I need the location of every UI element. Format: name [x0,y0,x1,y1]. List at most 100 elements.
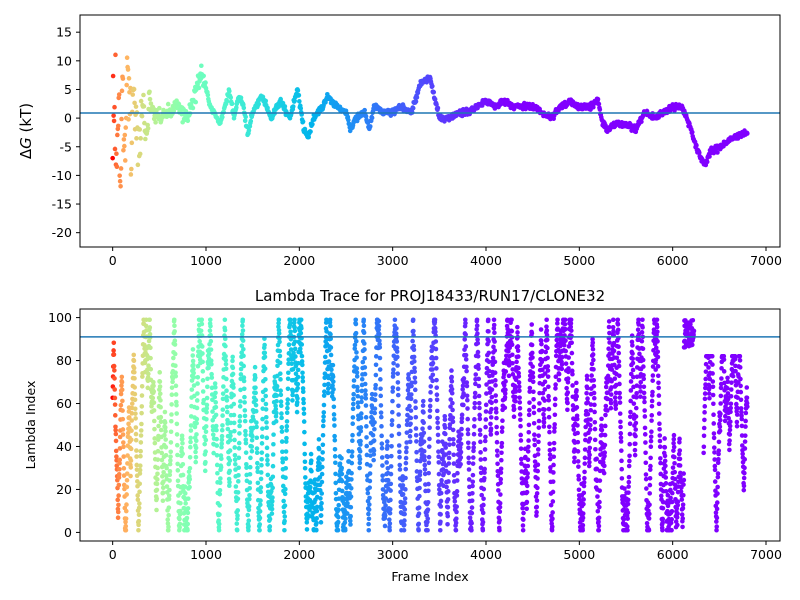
lambda-point [118,402,124,408]
lambda-point [647,502,652,508]
lambda-point [541,412,546,417]
lambda-point [728,387,734,392]
lambda-point [617,390,622,396]
dg-point [147,96,153,102]
lambda-point [466,467,472,472]
lambda-point [615,322,621,327]
lambda-point [362,371,368,377]
dg-point [704,159,710,165]
lambda-point [402,511,407,517]
lambda-point [490,355,496,361]
lambda-point [565,390,571,395]
lambda-point [242,413,248,419]
lambda-point [160,498,166,504]
lambda-point [420,398,426,404]
lambda-point [590,352,596,357]
lambda-point [348,494,354,499]
lambda-point [137,501,142,506]
lambda-point [662,436,667,441]
lambda-point [404,445,409,451]
lambda-point [332,437,338,443]
dg-point [116,92,122,97]
lambda-point [527,385,533,391]
lambda-point [515,324,520,330]
lambda-point [640,317,645,323]
lambda-point [314,508,320,514]
lambda-point [497,504,503,510]
lambda-point [472,417,477,422]
lambda-point [435,420,440,425]
lambda-point [155,457,161,462]
lambda-point [640,325,645,330]
lambda-point [513,377,519,383]
lambda-point [137,471,143,476]
lambda-point [241,386,247,392]
lambda-point [450,427,456,433]
lambda-point [360,359,366,365]
lambda-point [295,374,301,380]
lambda-point [463,357,469,362]
lambda-point [128,465,134,470]
dg-point [388,113,394,118]
lambda-point [124,484,130,490]
lambda-point [350,438,355,443]
lambda-point [362,347,367,352]
dg-point [153,120,158,125]
lambda-point [183,501,188,506]
lambda-point [322,389,327,394]
lambda-point [422,467,428,472]
lambda-point [475,331,480,336]
lambda-point [535,485,540,491]
lambda-point [285,376,291,382]
lambda-point [495,453,500,458]
lambda-point [515,344,521,349]
lambda-point [299,342,305,347]
lambda-point [636,317,641,323]
lambda-point [454,478,460,483]
lambda-point [195,391,200,396]
lambda-point [227,448,233,453]
lambda-point [681,493,686,498]
dg-point [113,52,118,58]
y-tick-label: 20 [56,482,72,497]
lambda-point [389,443,394,449]
lambda-point [274,410,279,416]
lambda-point [152,426,157,432]
lambda-point [157,384,163,389]
lambda-point [570,371,575,377]
lambda-point [279,439,285,444]
lambda-point [565,376,571,381]
lambda-point [383,503,388,508]
lambda-point [566,355,571,360]
lambda-point [158,404,163,410]
lambda-point [166,496,172,502]
lambda-point [186,469,192,475]
lambda-point [647,491,653,496]
lambda-point [714,524,720,529]
lambda-point [140,374,145,379]
y-tick-label: -5 [60,139,72,154]
lambda-point [274,387,280,393]
lambda-point [234,527,240,533]
lambda-point [585,396,590,401]
lambda-point [157,370,163,375]
lambda-point [346,448,351,454]
lambda-point [662,458,668,464]
lambda-point [254,446,260,451]
lambda-point [276,331,282,336]
dg-point [203,80,208,85]
lambda-point [200,359,205,365]
lambda-point [690,317,696,323]
lambda-point [167,472,173,478]
lambda-point [644,486,649,491]
lambda-point [649,418,654,423]
lambda-point [625,527,630,533]
lambda-point [569,360,575,366]
lambda-point [556,377,562,383]
lambda-point [513,398,518,404]
lambda-point [358,438,363,444]
lambda-point [246,507,252,513]
lambda-point [147,331,153,337]
lambda-point [712,457,717,462]
lambda-point [379,441,385,447]
